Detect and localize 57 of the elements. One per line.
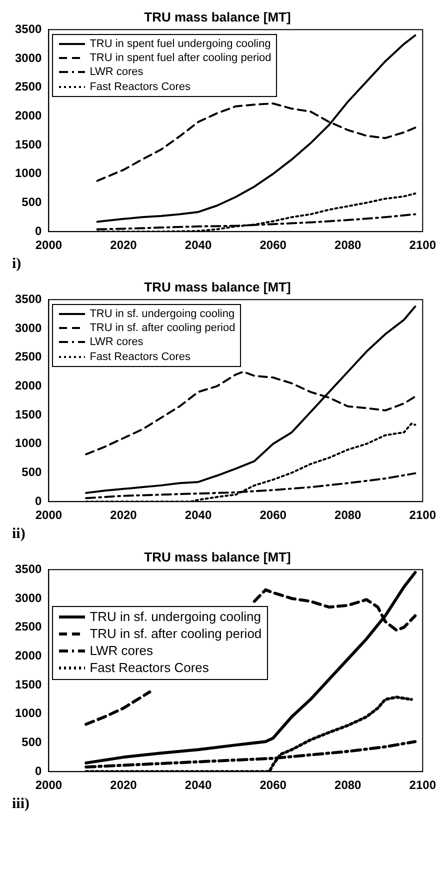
y-tick-label: 0 [35, 494, 42, 508]
legend-label: Fast Reactors Cores [90, 350, 191, 364]
y-tick-label: 1500 [14, 407, 42, 422]
x-tick-label: 2100 [409, 238, 436, 252]
x-tick-label: 2040 [184, 508, 212, 522]
x-tick-label: 2040 [184, 778, 212, 792]
legend-label: LWR cores [90, 335, 144, 350]
text: i) [11, 256, 22, 274]
text: iii) [11, 796, 30, 814]
y-tick-label: 0 [35, 764, 42, 778]
legend-label: Fast Reactors Cores [90, 80, 191, 94]
x-tick-label: 2060 [260, 508, 287, 522]
x-tick-label: 2040 [184, 238, 212, 252]
legend-label: TRU in sf. after cooling period [90, 626, 262, 643]
chart-title: TRU mass balance [MT] [144, 549, 291, 564]
y-tick-label: 2000 [14, 648, 42, 662]
y-tick-label: 3500 [14, 22, 42, 36]
legend-label: LWR cores [90, 642, 154, 660]
y-tick-label: 1000 [14, 166, 42, 180]
y-tick-label: 2000 [14, 108, 42, 122]
x-tick-label: 2060 [260, 778, 287, 792]
x-tick-label: 2060 [260, 238, 287, 252]
chart-title: TRU mass balance [MT] [144, 9, 291, 24]
chart-title: TRU mass balance [MT] [144, 279, 291, 294]
y-tick-label: 2500 [14, 350, 42, 364]
x-tick-label: 2020 [110, 508, 138, 522]
x-tick-label: 2020 [110, 238, 138, 252]
y-tick-label: 500 [22, 735, 42, 750]
legend-label: TRU in sf. undergoing cooling [90, 608, 261, 626]
y-tick-label: 1000 [14, 706, 42, 720]
y-tick-label: 2000 [14, 378, 42, 392]
y-tick-label: 3000 [14, 590, 42, 605]
x-tick-label: 2100 [409, 508, 436, 522]
x-tick-label: 2080 [334, 238, 362, 252]
y-tick-label: 3000 [14, 50, 42, 65]
y-tick-label: 3500 [14, 562, 42, 576]
y-tick-label: 500 [22, 465, 42, 480]
y-tick-label: 3000 [14, 320, 42, 335]
y-tick-label: 500 [22, 195, 42, 210]
legend-label: TRU in spent fuel after cooling period [90, 50, 272, 66]
y-tick-label: 3500 [14, 292, 42, 306]
x-tick-label: 2100 [409, 778, 436, 792]
y-tick-label: 0 [35, 224, 42, 238]
legend-label: TRU in sf. undergoing cooling [90, 306, 235, 321]
y-tick-label: 2500 [14, 620, 42, 634]
legend-label: LWR cores [90, 65, 144, 80]
legend-label: TRU in sf. after cooling period [90, 320, 236, 336]
y-tick-label: 1500 [14, 137, 42, 152]
y-tick-label: 1500 [14, 677, 42, 692]
y-tick-label: 1000 [14, 436, 42, 450]
text: ii) [11, 526, 26, 544]
x-tick-label: 2080 [334, 778, 362, 792]
legend-label: TRU in spent fuel undergoing cooling [90, 36, 271, 51]
x-tick-label: 2020 [110, 778, 138, 792]
legend-label: Fast Reactors Cores [90, 660, 209, 677]
x-tick-label: 2080 [334, 508, 362, 522]
y-tick-label: 2500 [14, 80, 42, 94]
